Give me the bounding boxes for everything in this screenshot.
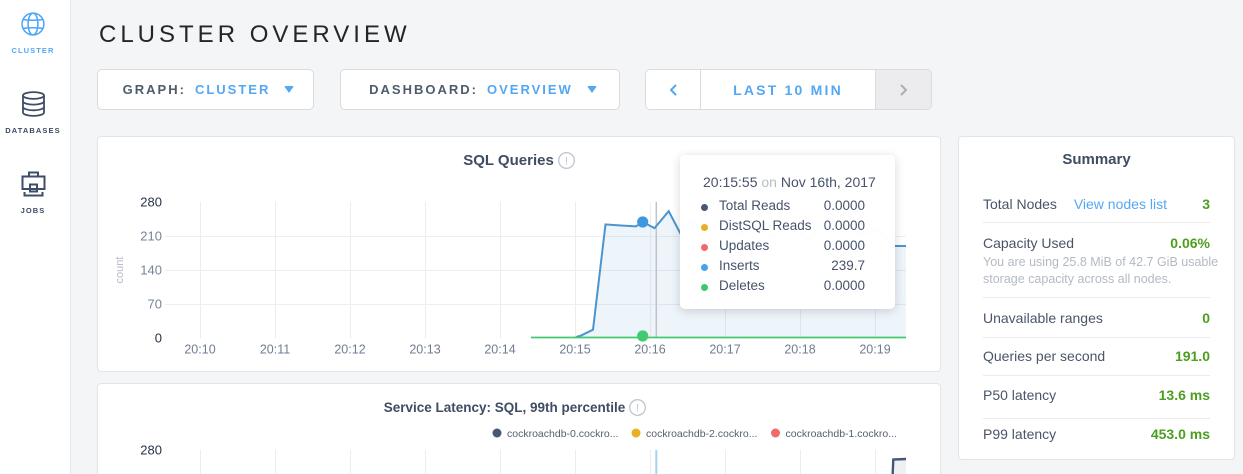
svg-text:20:13: 20:13 [409,343,440,357]
svg-text:20:12: 20:12 [334,343,365,357]
svg-text:280: 280 [140,195,162,210]
svg-text:20:18: 20:18 [784,343,815,357]
svg-text:20:14: 20:14 [484,343,515,357]
svg-text:cockroachdb-1.cockro...: cockroachdb-1.cockro... [786,428,897,440]
svg-text:20:19: 20:19 [859,343,890,357]
svg-text:210: 210 [140,229,162,244]
svg-text:70: 70 [148,297,162,312]
svg-text:!: ! [565,156,568,168]
svg-text:0: 0 [155,331,162,346]
svg-text:count: count [114,257,126,284]
svg-text:20:15: 20:15 [559,343,590,357]
svg-text:cockroachdb-2.cockro...: cockroachdb-2.cockro... [646,428,757,440]
svg-text:20:11: 20:11 [260,343,290,357]
svg-text:20:17: 20:17 [709,343,740,357]
svg-text:20:10: 20:10 [184,343,215,357]
svg-text:cockroachdb-0.cockro...: cockroachdb-0.cockro... [507,428,618,440]
svg-text:20:16: 20:16 [634,343,665,357]
svg-text:140: 140 [140,263,162,278]
svg-text:280: 280 [140,443,162,458]
svg-text:!: ! [636,403,639,415]
